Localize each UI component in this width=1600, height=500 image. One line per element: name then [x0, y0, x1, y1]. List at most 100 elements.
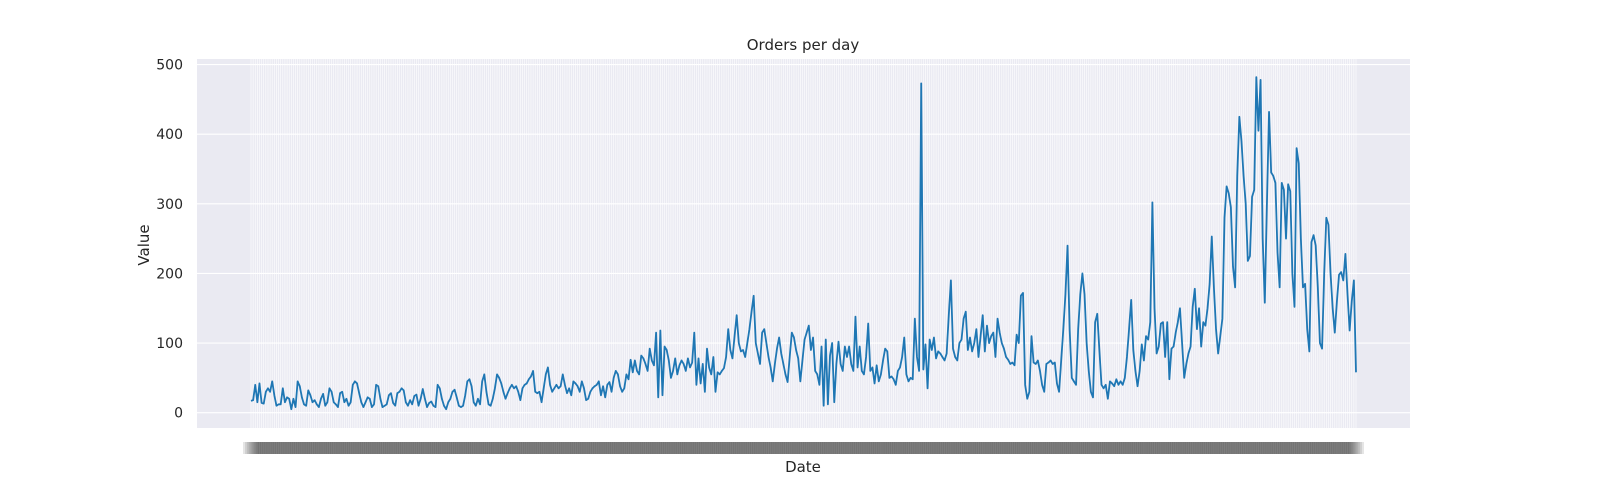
x-tick-label [1178, 442, 1195, 454]
x-tick-label [1082, 442, 1099, 454]
x-tick-label [425, 442, 442, 454]
x-tick-label [976, 442, 993, 454]
x-tick-label [1051, 442, 1068, 454]
x-tick-label [892, 442, 909, 454]
x-tick-label [1048, 442, 1065, 454]
x-tick-label [296, 442, 313, 454]
x-tick-label [800, 442, 817, 454]
x-tick-label [450, 442, 467, 454]
x-tick-label [1165, 442, 1182, 454]
x-tick-label [584, 442, 601, 454]
x-tick-label [497, 442, 514, 454]
x-tick-label [592, 442, 609, 454]
x-tick-label [312, 442, 329, 454]
x-tick-label [402, 442, 419, 454]
x-tick-label [310, 442, 327, 454]
x-tick-label [1201, 442, 1218, 454]
x-tick-label [550, 442, 567, 454]
x-tick-label [609, 442, 626, 454]
x-tick-label [1148, 442, 1165, 454]
x-tick-label [419, 442, 436, 454]
x-tick-label [276, 442, 293, 454]
x-tick-label [650, 442, 667, 454]
x-tick-label [1161, 442, 1178, 454]
x-tick-label [728, 442, 745, 454]
x-tick-label [1233, 442, 1250, 454]
x-tick-label [512, 442, 529, 454]
x-tick-label [382, 442, 399, 454]
x-tick-label [1263, 442, 1280, 454]
x-tick-label [940, 442, 957, 454]
x-tick-label [1004, 442, 1021, 454]
x-tick-label [1131, 442, 1148, 454]
x-tick-label [1106, 442, 1123, 454]
x-tick-label [493, 442, 510, 454]
x-tick-label [264, 442, 281, 454]
x-tick-label [830, 442, 847, 454]
x-tick-label [1146, 442, 1163, 454]
x-tick-label [1282, 442, 1299, 454]
x-tick-label [527, 442, 544, 454]
x-tick-label [410, 442, 427, 454]
x-tick-label [438, 442, 455, 454]
x-tick-label [603, 442, 620, 454]
x-tick-label [1029, 442, 1046, 454]
x-tick-label [860, 442, 877, 454]
x-tick-label [499, 442, 516, 454]
x-tick-label [478, 442, 495, 454]
x-tick-label [436, 442, 453, 454]
x-tick-label [732, 442, 749, 454]
x-tick-label [942, 442, 959, 454]
x-tick-label [614, 442, 631, 454]
x-tick-label [406, 442, 423, 454]
x-tick-label [633, 442, 650, 454]
x-tick-label [446, 442, 463, 454]
x-tick-label [828, 442, 845, 454]
x-tick-label [423, 442, 440, 454]
x-tick-label [366, 442, 383, 454]
x-tick-label [656, 442, 673, 454]
x-tick-label [872, 442, 889, 454]
x-tick-label [796, 442, 813, 454]
x-tick-label [315, 442, 332, 454]
x-tick-label [1125, 442, 1142, 454]
x-tick-label [243, 442, 259, 454]
x-tick-label [722, 442, 739, 454]
x-tick-label [993, 442, 1010, 454]
x-tick-label [1085, 442, 1102, 454]
x-tick-label [463, 442, 480, 454]
x-tick-label [571, 442, 588, 454]
x-tick-label [677, 442, 694, 454]
x-tick-label [1326, 442, 1343, 454]
x-tick-label [932, 442, 949, 454]
x-tick-label [671, 442, 688, 454]
x-tick-label [467, 442, 484, 454]
x-tick-label [953, 442, 970, 454]
x-tick-label [945, 442, 962, 454]
x-tick-label [1184, 442, 1201, 454]
x-tick-label [349, 442, 366, 454]
x-tick-label [858, 442, 875, 454]
x-tick-label [1121, 442, 1138, 454]
x-tick-label [459, 442, 476, 454]
x-tick-label [1110, 442, 1127, 454]
x-tick-label [745, 442, 762, 454]
x-tick-label [754, 442, 771, 454]
x-tick-label [514, 442, 531, 454]
x-tick-label [1305, 442, 1322, 454]
x-tick-label [951, 442, 968, 454]
x-tick-label [480, 442, 497, 454]
x-tick-label [374, 442, 391, 454]
x-tick-label [877, 442, 894, 454]
x-tick-label [1059, 442, 1076, 454]
x-tick-label [1307, 442, 1324, 454]
x-tick-label [1135, 442, 1152, 454]
x-tick-label [1314, 442, 1331, 454]
x-tick-label [771, 442, 788, 454]
x-tick-label [715, 442, 732, 454]
x-tick-label [783, 442, 800, 454]
x-tick-label [1008, 442, 1025, 454]
x-tick-label [567, 442, 584, 454]
